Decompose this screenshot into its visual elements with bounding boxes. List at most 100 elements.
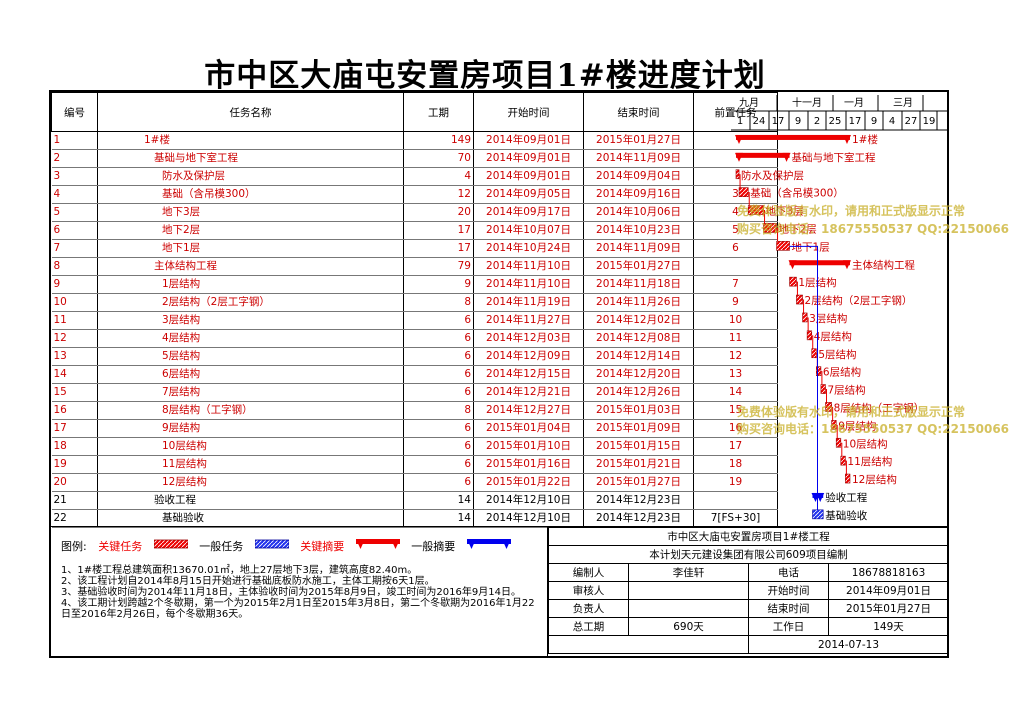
note-1: 1、1#楼工程总建筑面积13670.01㎡，地上27层地下3层，建筑高度82.4…	[61, 565, 418, 576]
col-id: 编号	[51, 92, 98, 132]
task-id: 7	[51, 239, 98, 258]
dependency-link	[739, 174, 741, 188]
dependency-link	[845, 460, 847, 475]
info-blank	[548, 635, 749, 654]
task-table: 编号 任务名称 工期 开始时间 结束时间 前置任务 1 1#楼 149 2014年09…	[51, 92, 778, 528]
table-row: 10 2层结构（2层工字钢） 8 2014年11月19日 2014年11月26日 9	[51, 293, 778, 312]
task-name: 1层结构	[97, 275, 404, 294]
dependency-link-fs30	[789, 245, 818, 510]
legend-crit-sum-swatch	[355, 537, 400, 554]
timeline-day: 19	[923, 116, 936, 127]
task-name: 3层结构	[97, 311, 404, 330]
col-start: 开始时间	[473, 92, 584, 132]
task-id: 14	[51, 365, 98, 384]
task-start: 2014年09月01日	[473, 149, 584, 168]
task-end: 2014年12月23日	[583, 491, 694, 510]
task-pred: 5	[693, 221, 778, 240]
task-bar	[789, 276, 797, 287]
task-bar	[738, 187, 749, 197]
task-pred: 16	[693, 419, 778, 438]
table-row: 20 12层结构 6 2015年01月22日 2015年01月27日 19	[51, 473, 778, 492]
gantt-chart: 九月 十一月 一月 三月 1 24 17 9 2 25 17 9 4 27 19 1#楼基础与地下室工程防水及…	[731, 95, 947, 522]
dependency-link	[811, 335, 814, 349]
bar-label: 验收工程	[825, 491, 867, 504]
info-start-label: 开始时间	[748, 581, 829, 600]
info-phone: 18678818163	[827, 563, 950, 582]
task-id: 4	[51, 185, 98, 204]
task-pred: 14	[693, 383, 778, 402]
bar-label: 地下2层	[779, 222, 817, 235]
task-duration: 6	[403, 365, 474, 384]
task-start: 2014年11月27日	[473, 311, 584, 330]
timeline-day: 17	[772, 116, 785, 127]
summary-bar	[736, 152, 790, 158]
task-start: 2015年01月22日	[473, 473, 584, 492]
summary-bar	[789, 260, 850, 266]
task-id: 16	[51, 401, 98, 420]
table-row: 17 9层结构 6 2015年01月04日 2015年01月09日 16	[51, 419, 778, 438]
task-duration: 14	[403, 491, 474, 510]
task-start: 2014年09月01日	[473, 167, 584, 186]
task-name: 防水及保护层	[97, 167, 404, 186]
info-owner	[628, 599, 749, 618]
info-total-label: 总工期	[548, 617, 629, 636]
note-3: 3、基础验收时间为2014年11月18日，主体验收时间为2015年8月9日，竣工…	[61, 587, 521, 598]
task-id: 19	[51, 455, 98, 474]
legend: 图例: 关键任务 一般任务 关键摘要 一般摘要	[61, 537, 519, 554]
table-row: 19 11层结构 6 2015年01月16日 2015年01月21日 18	[51, 455, 778, 474]
task-name: 基础与地下室工程	[97, 149, 404, 168]
task-pred: 15	[693, 401, 778, 420]
task-bar	[840, 455, 846, 466]
task-name: 6层结构	[97, 365, 404, 384]
task-bar	[763, 223, 777, 233]
task-id: 2	[51, 149, 98, 168]
bar-label: 9层结构	[838, 419, 876, 432]
watermark-line1-bottom: 免费体验版有水印，请用和正式版显示正常	[737, 405, 966, 419]
dependency-link	[820, 371, 823, 385]
dependency-link	[748, 192, 750, 206]
task-start: 2014年10月07日	[473, 221, 584, 240]
task-pred: 3	[693, 185, 778, 204]
task-start: 2014年12月10日	[473, 509, 584, 528]
dependency-link	[831, 406, 834, 421]
bar-label: 基础与地下室工程	[792, 151, 876, 164]
bar-label: 3层结构	[809, 312, 847, 325]
task-duration: 6	[403, 473, 474, 492]
task-end: 2015年01月27日	[583, 257, 694, 276]
table-row: 13 5层结构 6 2014年12月09日 2014年12月14日 12	[51, 347, 778, 366]
task-pred: 13	[693, 365, 778, 384]
table-row: 14 6层结构 6 2014年12月15日 2014年12月20日 13	[51, 365, 778, 384]
task-end: 2015年01月27日	[583, 131, 694, 150]
table-row: 12 4层结构 6 2014年12月03日 2014年12月08日 11	[51, 329, 778, 348]
dependency-link	[796, 281, 798, 296]
dependency-link	[836, 424, 838, 439]
summary-bar	[736, 134, 850, 140]
task-start: 2014年12月21日	[473, 383, 584, 402]
table-row: 21 验收工程 14 2014年12月10日 2014年12月23日	[51, 491, 778, 510]
bar-label: 6层结构	[823, 366, 861, 379]
task-bar	[811, 348, 817, 359]
table-row: 16 8层结构（工字钢） 8 2014年12月27日 2015年01月03日 15	[51, 401, 778, 420]
plan-frame	[49, 90, 949, 658]
task-end: 2014年12月08日	[583, 329, 694, 348]
task-end: 2015年01月21日	[583, 455, 694, 474]
task-duration: 6	[403, 437, 474, 456]
table-row: 22 基础验收 14 2014年12月10日 2014年12月23日 7[FS+30]	[51, 509, 778, 528]
col-name: 任务名称	[97, 92, 404, 132]
info-workdays: 149天	[827, 617, 950, 636]
task-name: 基础（含吊模300）	[97, 185, 404, 204]
info-end: 2015年01月27日	[827, 599, 950, 618]
task-name: 地下1层	[97, 239, 404, 258]
task-name: 4层结构	[97, 329, 404, 348]
task-pred: 19	[693, 473, 778, 492]
dependency-link	[776, 227, 779, 242]
table-row: 6 地下2层 17 2014年10月07日 2014年10月23日 5	[51, 221, 778, 240]
table-row: 5 地下3层 20 2014年09月17日 2014年10月06日 4	[51, 203, 778, 222]
info-start: 2014年09月01日	[827, 581, 950, 600]
bar-label: 主体结构工程	[852, 258, 915, 271]
timeline-day: 1	[737, 116, 743, 127]
task-id: 13	[51, 347, 98, 366]
info-table: 市中区大庙屯安置房项目1#楼工程 本计划天元建设集团有限公司609项目编制 编制…	[547, 527, 950, 654]
task-start: 2014年12月10日	[473, 491, 584, 510]
summary-start-marker	[735, 134, 743, 144]
